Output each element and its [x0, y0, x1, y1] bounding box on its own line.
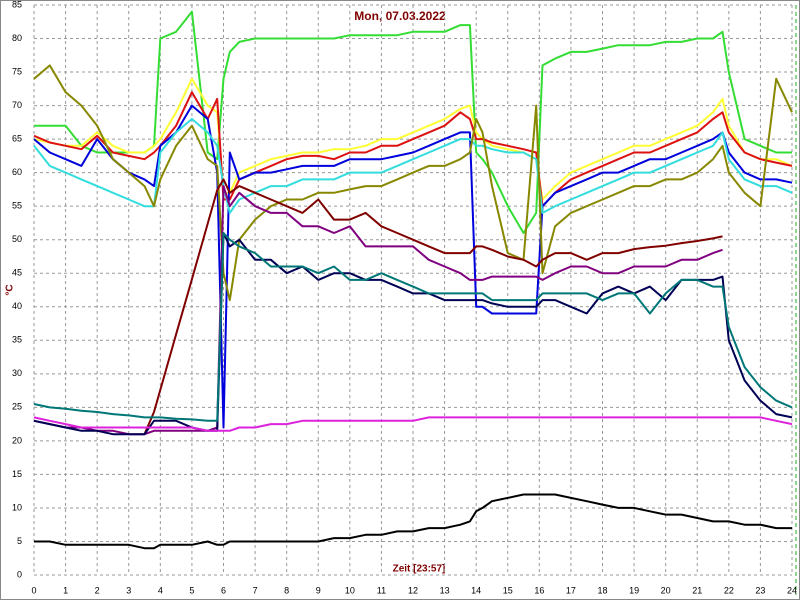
- x-tick-label: 8: [284, 585, 289, 595]
- y-tick-label: 0: [17, 569, 22, 579]
- x-tick-label: 11: [377, 585, 386, 595]
- y-tick-label: 40: [12, 301, 22, 311]
- series-line: [33, 118, 793, 214]
- x-tick-label: 17: [566, 585, 576, 595]
- x-tick-label: 24: [787, 585, 797, 595]
- y-tick-label: 35: [12, 335, 22, 345]
- x-tick-label: 16: [534, 585, 544, 595]
- y-axis-label: °C: [5, 284, 16, 295]
- y-tick-label: 45: [12, 268, 22, 278]
- x-tick-label: 21: [692, 585, 702, 595]
- x-tick-label: 0: [31, 585, 36, 595]
- x-tick-label: 2: [95, 585, 100, 595]
- series-line: [33, 77, 793, 201]
- x-tick-label: 23: [755, 585, 765, 595]
- x-tick-label: 7: [253, 585, 258, 595]
- x-tick-label: 6: [221, 585, 226, 595]
- x-tick-label: 13: [440, 585, 450, 595]
- x-tick-label: 18: [597, 585, 607, 595]
- x-tick-label: 9: [316, 585, 321, 595]
- y-tick-label: 10: [12, 502, 22, 512]
- x-tick-label: 15: [503, 585, 513, 595]
- y-tick-label: 30: [12, 368, 22, 378]
- x-tick-label: 1: [63, 585, 68, 595]
- series-line: [33, 416, 793, 432]
- y-tick-label: 75: [12, 66, 22, 76]
- series-line: [33, 232, 793, 422]
- y-tick-label: 80: [12, 33, 22, 43]
- y-tick-label: 25: [12, 402, 22, 412]
- x-tick-label: 5: [189, 585, 194, 595]
- y-tick-label: 65: [12, 133, 22, 143]
- x-tick-label: 14: [471, 585, 481, 595]
- series-line: [33, 64, 793, 302]
- y-tick-label: 85: [12, 0, 22, 9]
- x-tick-label: 12: [408, 585, 418, 595]
- x-tick-label: 10: [345, 585, 355, 595]
- y-tick-label: 20: [12, 435, 22, 445]
- y-tick-label: 60: [12, 167, 22, 177]
- series-line: [34, 10, 792, 234]
- y-tick-label: 15: [12, 469, 22, 479]
- y-tick-label: 50: [12, 234, 22, 244]
- x-tick-label: 22: [724, 585, 734, 595]
- series-line: [34, 493, 792, 550]
- y-tick-label: 70: [12, 100, 22, 110]
- x-tick-label: 4: [158, 585, 163, 595]
- series-line: [33, 104, 793, 429]
- x-tick-label: 19: [629, 585, 639, 595]
- x-axis-label: Zeit [23:57]: [393, 564, 446, 575]
- y-tick-label: 5: [17, 536, 22, 546]
- series-line: [143, 178, 723, 435]
- chart-title: Mon, 07.03.2022: [354, 9, 446, 23]
- y-tick-label: 55: [12, 201, 22, 211]
- x-tick-label: 20: [661, 585, 671, 595]
- x-tick-label: 3: [126, 585, 131, 595]
- series-line: [33, 185, 723, 436]
